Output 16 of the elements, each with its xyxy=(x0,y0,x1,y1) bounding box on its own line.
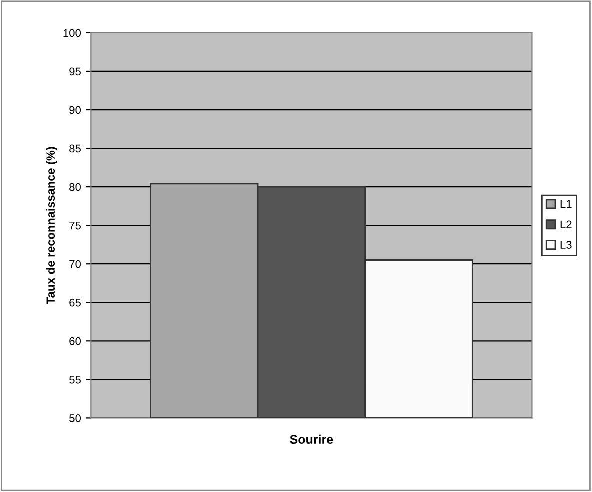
y-tick-label: 50 xyxy=(70,414,82,422)
y-tick-label: 60 xyxy=(70,337,82,346)
y-tick-label: 85 xyxy=(70,144,81,153)
y-tick-label: 90 xyxy=(70,106,82,114)
legend-label: L2 xyxy=(560,220,572,228)
y-tick-label: 75 xyxy=(70,222,81,230)
legend-label: L1 xyxy=(560,200,572,208)
y-tick-label: 100 xyxy=(64,29,82,38)
y-tick-label: 65 xyxy=(70,298,81,307)
y-axis-title: Taux de reconnaissance (%) xyxy=(46,147,58,304)
x-tick-label: Sourire xyxy=(290,434,334,444)
legend-label: L3 xyxy=(560,241,572,250)
y-tick-label: 55 xyxy=(70,376,81,384)
y-tick-label: 95 xyxy=(70,68,81,76)
y-tick-label: 80 xyxy=(70,183,82,192)
y-tick-label: 70 xyxy=(70,260,82,268)
